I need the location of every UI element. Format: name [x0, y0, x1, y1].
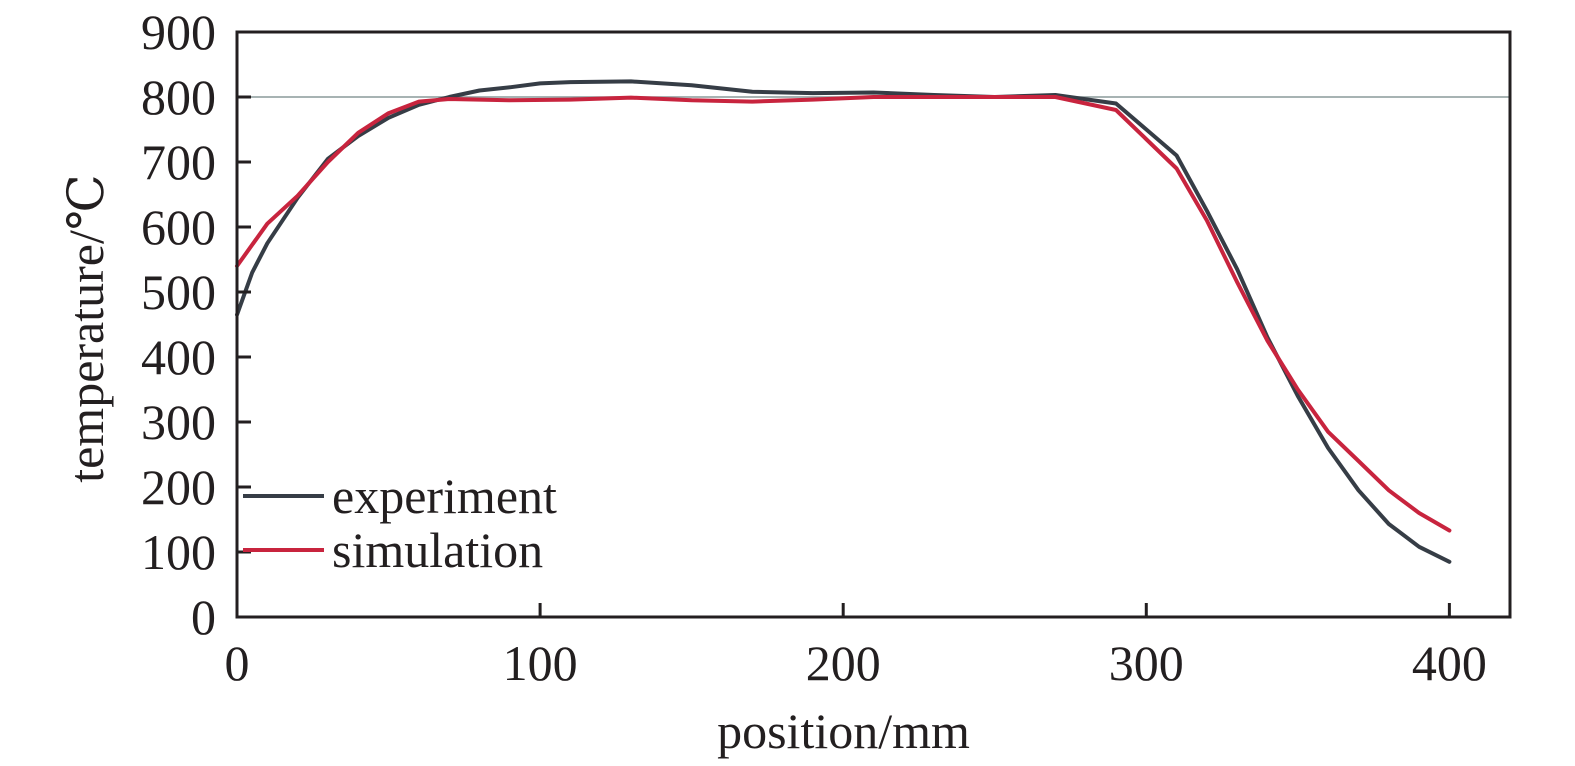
y-tick-label: 800 — [141, 69, 216, 125]
series-line-simulation — [235, 95, 1452, 533]
y-tick-label: 300 — [141, 394, 216, 450]
y-tick-label: 900 — [141, 4, 216, 60]
x-tick-label: 200 — [806, 635, 881, 691]
legend-label-simulation: simulation — [332, 522, 543, 578]
y-tick-label: 100 — [141, 524, 216, 580]
y-tick-label: 600 — [141, 199, 216, 255]
y-tick-label: 700 — [141, 134, 216, 190]
x-tick-label: 0 — [225, 635, 250, 691]
series-layer — [235, 79, 1452, 564]
y-tick-label: 200 — [141, 459, 216, 515]
x-tick-label: 400 — [1412, 635, 1487, 691]
y-tick-label: 0 — [191, 589, 216, 645]
y-tick-label: 500 — [141, 264, 216, 320]
x-tick-label: 300 — [1109, 635, 1184, 691]
plot-frame — [235, 30, 1512, 619]
legend-label-experiment: experiment — [332, 468, 557, 524]
series-line-experiment — [235, 79, 1452, 564]
x-tick-label: 100 — [503, 635, 578, 691]
tick-layer: 0 100 200 300 400010020030040050060070080090… — [141, 4, 1487, 691]
y-axis-title: temperature/℃ — [58, 174, 114, 483]
x-axis-title: position/mm — [717, 703, 970, 759]
y-tick-label: 400 — [141, 329, 216, 385]
